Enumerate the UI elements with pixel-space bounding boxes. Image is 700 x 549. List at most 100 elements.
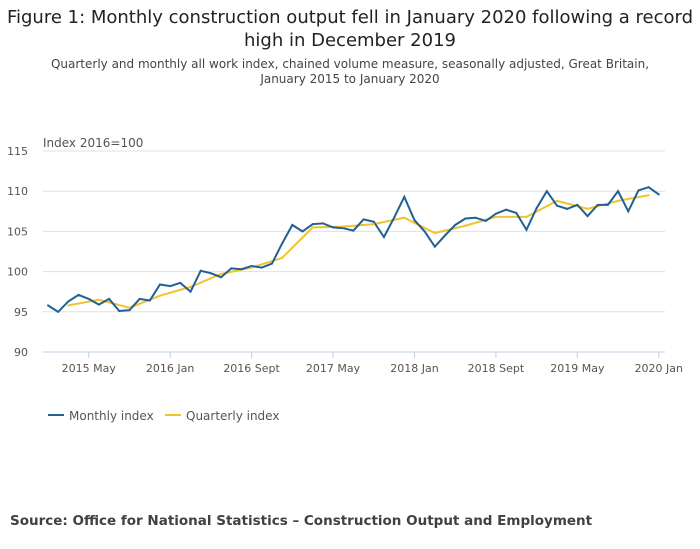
quarterly-point bbox=[403, 216, 406, 219]
monthly-point bbox=[505, 208, 508, 211]
monthly-point bbox=[148, 299, 151, 302]
monthly-point bbox=[403, 195, 406, 198]
chart-title: Figure 1: Monthly construction output fe… bbox=[6, 7, 694, 51]
y-tick-label: 95 bbox=[14, 306, 28, 319]
monthly-point bbox=[97, 303, 100, 306]
monthly-point bbox=[138, 297, 141, 300]
quarterly-point bbox=[311, 226, 314, 229]
monthly-point bbox=[484, 219, 487, 222]
monthly-point bbox=[291, 223, 294, 226]
monthly-point bbox=[637, 189, 640, 192]
quarterly-point bbox=[250, 266, 253, 269]
monthly-point bbox=[240, 268, 243, 271]
x-tick-label: 2016 Sept bbox=[223, 362, 280, 375]
monthly-point bbox=[250, 264, 253, 267]
monthly-point bbox=[179, 281, 182, 284]
quarterly-point bbox=[433, 232, 436, 235]
quarterly-point bbox=[525, 215, 528, 218]
chart-subtitle: Quarterly and monthly all work index, ch… bbox=[50, 57, 650, 86]
monthly-point bbox=[464, 217, 467, 220]
y-tick-label: 110 bbox=[7, 185, 28, 198]
quarterly-point bbox=[342, 225, 345, 228]
monthly-point bbox=[454, 223, 457, 226]
quarterly-point bbox=[586, 207, 589, 210]
monthly-point bbox=[535, 207, 538, 210]
monthly-point bbox=[220, 276, 223, 279]
monthly-point bbox=[352, 229, 355, 232]
monthly-point bbox=[118, 309, 121, 312]
monthly-point bbox=[627, 210, 630, 213]
monthly-point bbox=[158, 283, 161, 286]
quarterly-point bbox=[281, 256, 284, 259]
monthly-point bbox=[586, 215, 589, 218]
monthly-point bbox=[67, 300, 70, 303]
monthly-point bbox=[556, 204, 558, 207]
y-tick-label: 115 bbox=[7, 145, 28, 158]
quarterly-point bbox=[494, 215, 497, 218]
monthly-point bbox=[128, 309, 131, 312]
quarterly-point bbox=[158, 294, 161, 297]
y-tick-label: 105 bbox=[7, 225, 28, 238]
monthly-point bbox=[382, 236, 385, 239]
monthly-point bbox=[189, 290, 192, 293]
monthly-point bbox=[657, 193, 660, 196]
monthly-point bbox=[413, 219, 416, 222]
monthly-point bbox=[209, 272, 212, 275]
monthly-point bbox=[321, 222, 324, 225]
monthly-point bbox=[515, 211, 518, 214]
monthly-point bbox=[494, 212, 497, 215]
monthly-point bbox=[393, 216, 396, 219]
monthly-point bbox=[606, 203, 609, 206]
monthly-point bbox=[87, 297, 90, 300]
legend-label-quarterly: Quarterly index bbox=[186, 409, 279, 423]
monthly-point bbox=[342, 227, 345, 230]
monthly-point bbox=[57, 310, 60, 313]
quarterly-point bbox=[97, 298, 100, 301]
x-tick-label: 2017 May bbox=[306, 362, 361, 375]
x-tick-label: 2019 May bbox=[550, 362, 605, 375]
monthly-point bbox=[576, 203, 579, 206]
monthly-point bbox=[260, 266, 263, 269]
y-axis-label: Index 2016=100 bbox=[43, 136, 143, 150]
monthly-point bbox=[311, 223, 314, 226]
quarterly-point bbox=[67, 304, 70, 307]
monthly-point bbox=[230, 267, 233, 270]
x-tick-label: 2015 May bbox=[62, 362, 117, 375]
quarterly-point bbox=[617, 199, 620, 202]
monthly-point bbox=[281, 242, 284, 245]
quarterly-point bbox=[220, 273, 223, 276]
monthly-point bbox=[433, 245, 436, 248]
x-tick-label: 2018 Jan bbox=[390, 362, 438, 375]
y-tick-label: 100 bbox=[7, 266, 28, 279]
quarterly-point bbox=[189, 285, 192, 288]
monthly-point bbox=[301, 230, 304, 233]
quarterly-point bbox=[556, 199, 558, 202]
monthly-point bbox=[647, 186, 650, 189]
quarterly-point bbox=[372, 223, 375, 226]
monthly-point bbox=[444, 234, 447, 237]
monthly-point bbox=[545, 190, 548, 193]
series-line-monthly bbox=[47, 186, 660, 314]
monthly-point bbox=[108, 297, 111, 300]
monthly-point bbox=[596, 203, 599, 206]
y-tick-label: 90 bbox=[14, 346, 28, 359]
monthly-point bbox=[474, 216, 477, 219]
monthly-point bbox=[362, 218, 365, 221]
monthly-point bbox=[525, 228, 528, 231]
quarterly-point bbox=[464, 224, 467, 227]
monthly-point bbox=[372, 220, 375, 223]
monthly-point bbox=[77, 293, 80, 296]
monthly-point bbox=[566, 207, 569, 210]
monthly-point bbox=[47, 304, 49, 307]
quarterly-point bbox=[128, 306, 131, 309]
monthly-point bbox=[270, 262, 273, 265]
x-tick-label: 2018 Sept bbox=[468, 362, 525, 375]
monthly-point bbox=[199, 269, 202, 272]
x-tick-label: 2020 Jan bbox=[635, 362, 683, 375]
quarterly-point bbox=[647, 194, 650, 197]
monthly-point bbox=[423, 230, 426, 233]
source-note: Source: Office for National Statistics –… bbox=[10, 513, 593, 529]
monthly-point bbox=[617, 190, 620, 193]
